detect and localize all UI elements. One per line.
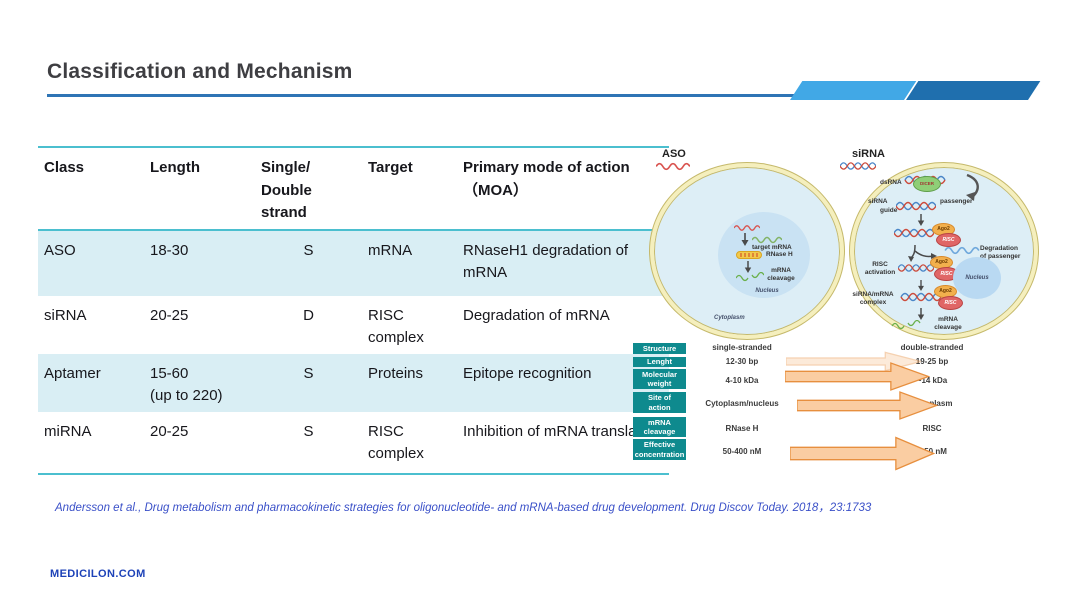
cell-length: 20-25	[150, 422, 189, 440]
comparison-label-site-of-action: Site of action	[633, 392, 686, 413]
aso-label: ASO	[662, 148, 686, 160]
block-arrow-icon	[785, 362, 930, 391]
aso-nucleus-label: Nucleus	[755, 288, 779, 294]
single-mrna-cleavage-value: RNase H	[725, 424, 759, 433]
cell-moa: Degradation of mRNA	[463, 306, 610, 324]
col-header-moa: Primary mode of action （MOA）	[463, 159, 630, 199]
comparison-label-molecular-weight: Molecular weight	[633, 369, 686, 389]
down-arrow-icon	[917, 280, 925, 291]
cell-length: 20-25	[150, 306, 189, 324]
decorative-parallelogram-light	[790, 81, 917, 100]
passenger-label: passenger	[940, 198, 973, 205]
aso-mrna-cleavage-label: mRNA cleavage	[767, 267, 795, 282]
single-structure-value: single-stranded	[712, 343, 772, 352]
table-row-aso: ASO 18-30 S mRNA RNaseH1 degradation of …	[38, 229, 669, 296]
rnase-h-label: RNase H	[766, 251, 793, 258]
single-molecular-weight-value: 4-10 kDa	[725, 376, 759, 385]
aso-mrna-duplex-icon	[736, 251, 762, 259]
page-title: Classification and Mechanism	[47, 60, 353, 83]
down-arrow-icon	[917, 308, 925, 320]
sirna-mrna-complex-label: siRNA/mRNA complex	[852, 291, 894, 306]
sirna-mrna-cleavage-label: mRNA cleavage	[934, 316, 962, 331]
sirna-helix-icon	[840, 162, 876, 170]
cell-target: mRNA	[368, 241, 413, 259]
table-row-mirna: miRNA 20-25 S RISC complex Inhibition of…	[38, 412, 669, 474]
citation-text: Andersson et al., Drug metabolism and ph…	[55, 502, 872, 514]
cell-length: 18-30	[150, 241, 189, 259]
guide-label: guide	[880, 207, 898, 214]
double-length-value: 19-25 bp	[915, 357, 949, 366]
classification-table: Class Length Single/ Double strand Targe…	[38, 146, 669, 475]
cell-target: RISC complex	[368, 422, 424, 463]
block-arrow-icon	[797, 391, 938, 420]
sirna-nucleus	[953, 257, 1001, 299]
col-header-class: Class	[44, 159, 85, 176]
sirna-word-label: siRNA	[868, 198, 888, 205]
cell-moa: Inhibition of mRNA translation	[463, 422, 661, 440]
single-effective-concentration-value: 50-400 nM	[722, 447, 762, 456]
mrna-fragments-icon	[891, 320, 921, 330]
cell-class: miRNA	[44, 422, 92, 440]
col-header-target: Target	[368, 159, 413, 176]
cell-class: ASO	[44, 241, 76, 259]
comparison-label-effective-concentration: Effective concentration	[633, 439, 686, 460]
single-length-value: 12-30 bp	[725, 357, 759, 366]
risc-blob: RISC	[938, 296, 963, 310]
table-row-sirna: siRNA 20-25 D RISC complex Degradation o…	[38, 296, 669, 354]
double-molecular-weight-value: ~14 kDa	[916, 376, 948, 385]
footer-url: MEDICILON.COM	[50, 568, 146, 580]
target-mrna-label: target mRNA	[752, 244, 792, 251]
curved-arrow-icon	[966, 173, 979, 201]
sirna-label: siRNA	[852, 148, 886, 160]
dsrna-label: dsRNA	[880, 179, 902, 186]
comparison-label-structure: Structure	[633, 343, 686, 354]
aso-cytoplasm-label: Cytoplasm	[714, 315, 745, 321]
cell-moa: Epitope recognition	[463, 364, 592, 382]
table-row-aptamer: Aptamer 15-60 (up to 220) S Proteins Epi…	[38, 353, 669, 412]
double-structure-value: double-stranded	[900, 343, 964, 352]
cell-strand: D	[303, 306, 314, 324]
title-underline	[47, 94, 903, 97]
aso-nucleus	[718, 212, 810, 298]
aso-squiggle-icon	[656, 162, 690, 171]
block-arrow-icon	[790, 436, 935, 471]
cell-strand: S	[303, 422, 314, 440]
comparison-label-mrna-cleavage: mRNA cleavage	[633, 417, 686, 437]
down-arrow-icon	[740, 233, 750, 246]
cell-class: siRNA	[44, 306, 87, 324]
target-mrna-squiggle-icon	[752, 236, 782, 244]
cell-moa: RNaseH1 degradation of mRNA	[463, 241, 629, 282]
col-header-strand: Single/ Double strand	[261, 159, 312, 221]
cell-length: 15-60 (up to 220)	[150, 364, 223, 405]
double-effective-concentration-value: 1-50 nM	[917, 447, 947, 456]
single-site-of-action-value: Cytoplasm/nucleus	[705, 399, 779, 408]
sirna-cell-membrane	[850, 163, 1038, 339]
degradation-of-passenger-label: Degradation of passenger	[980, 245, 1021, 260]
table-header-row: Class Length Single/ Double strand Targe…	[38, 147, 669, 230]
sirna-nucleus-label: Nucleus	[965, 275, 989, 281]
risc-activation-helix-icon	[898, 264, 934, 272]
cell-strand: S	[303, 364, 314, 382]
cell-target: RISC complex	[368, 306, 424, 347]
decorative-parallelogram-dark	[906, 81, 1041, 100]
passenger-strand-squiggle-icon	[944, 246, 980, 255]
risc-activation-label: RISC activation	[864, 261, 896, 276]
col-header-length: Length	[150, 159, 200, 176]
dicer-blob: DICER	[913, 176, 941, 192]
sirna-risc-helix-icon	[894, 228, 934, 238]
mrna-fragments-icon	[736, 272, 764, 282]
cell-strand: S	[303, 241, 314, 259]
aso-red-squiggle-icon	[734, 225, 760, 231]
down-arrow-icon	[917, 214, 925, 226]
comparison-label-length: Lenght	[633, 357, 686, 367]
risc-blob: RISC	[936, 233, 961, 247]
cell-target: Proteins	[368, 364, 424, 382]
sirna-guide-helix-icon	[896, 201, 936, 211]
double-mrna-cleavage-value: RISC	[922, 424, 942, 433]
cell-class: Aptamer	[44, 364, 101, 382]
